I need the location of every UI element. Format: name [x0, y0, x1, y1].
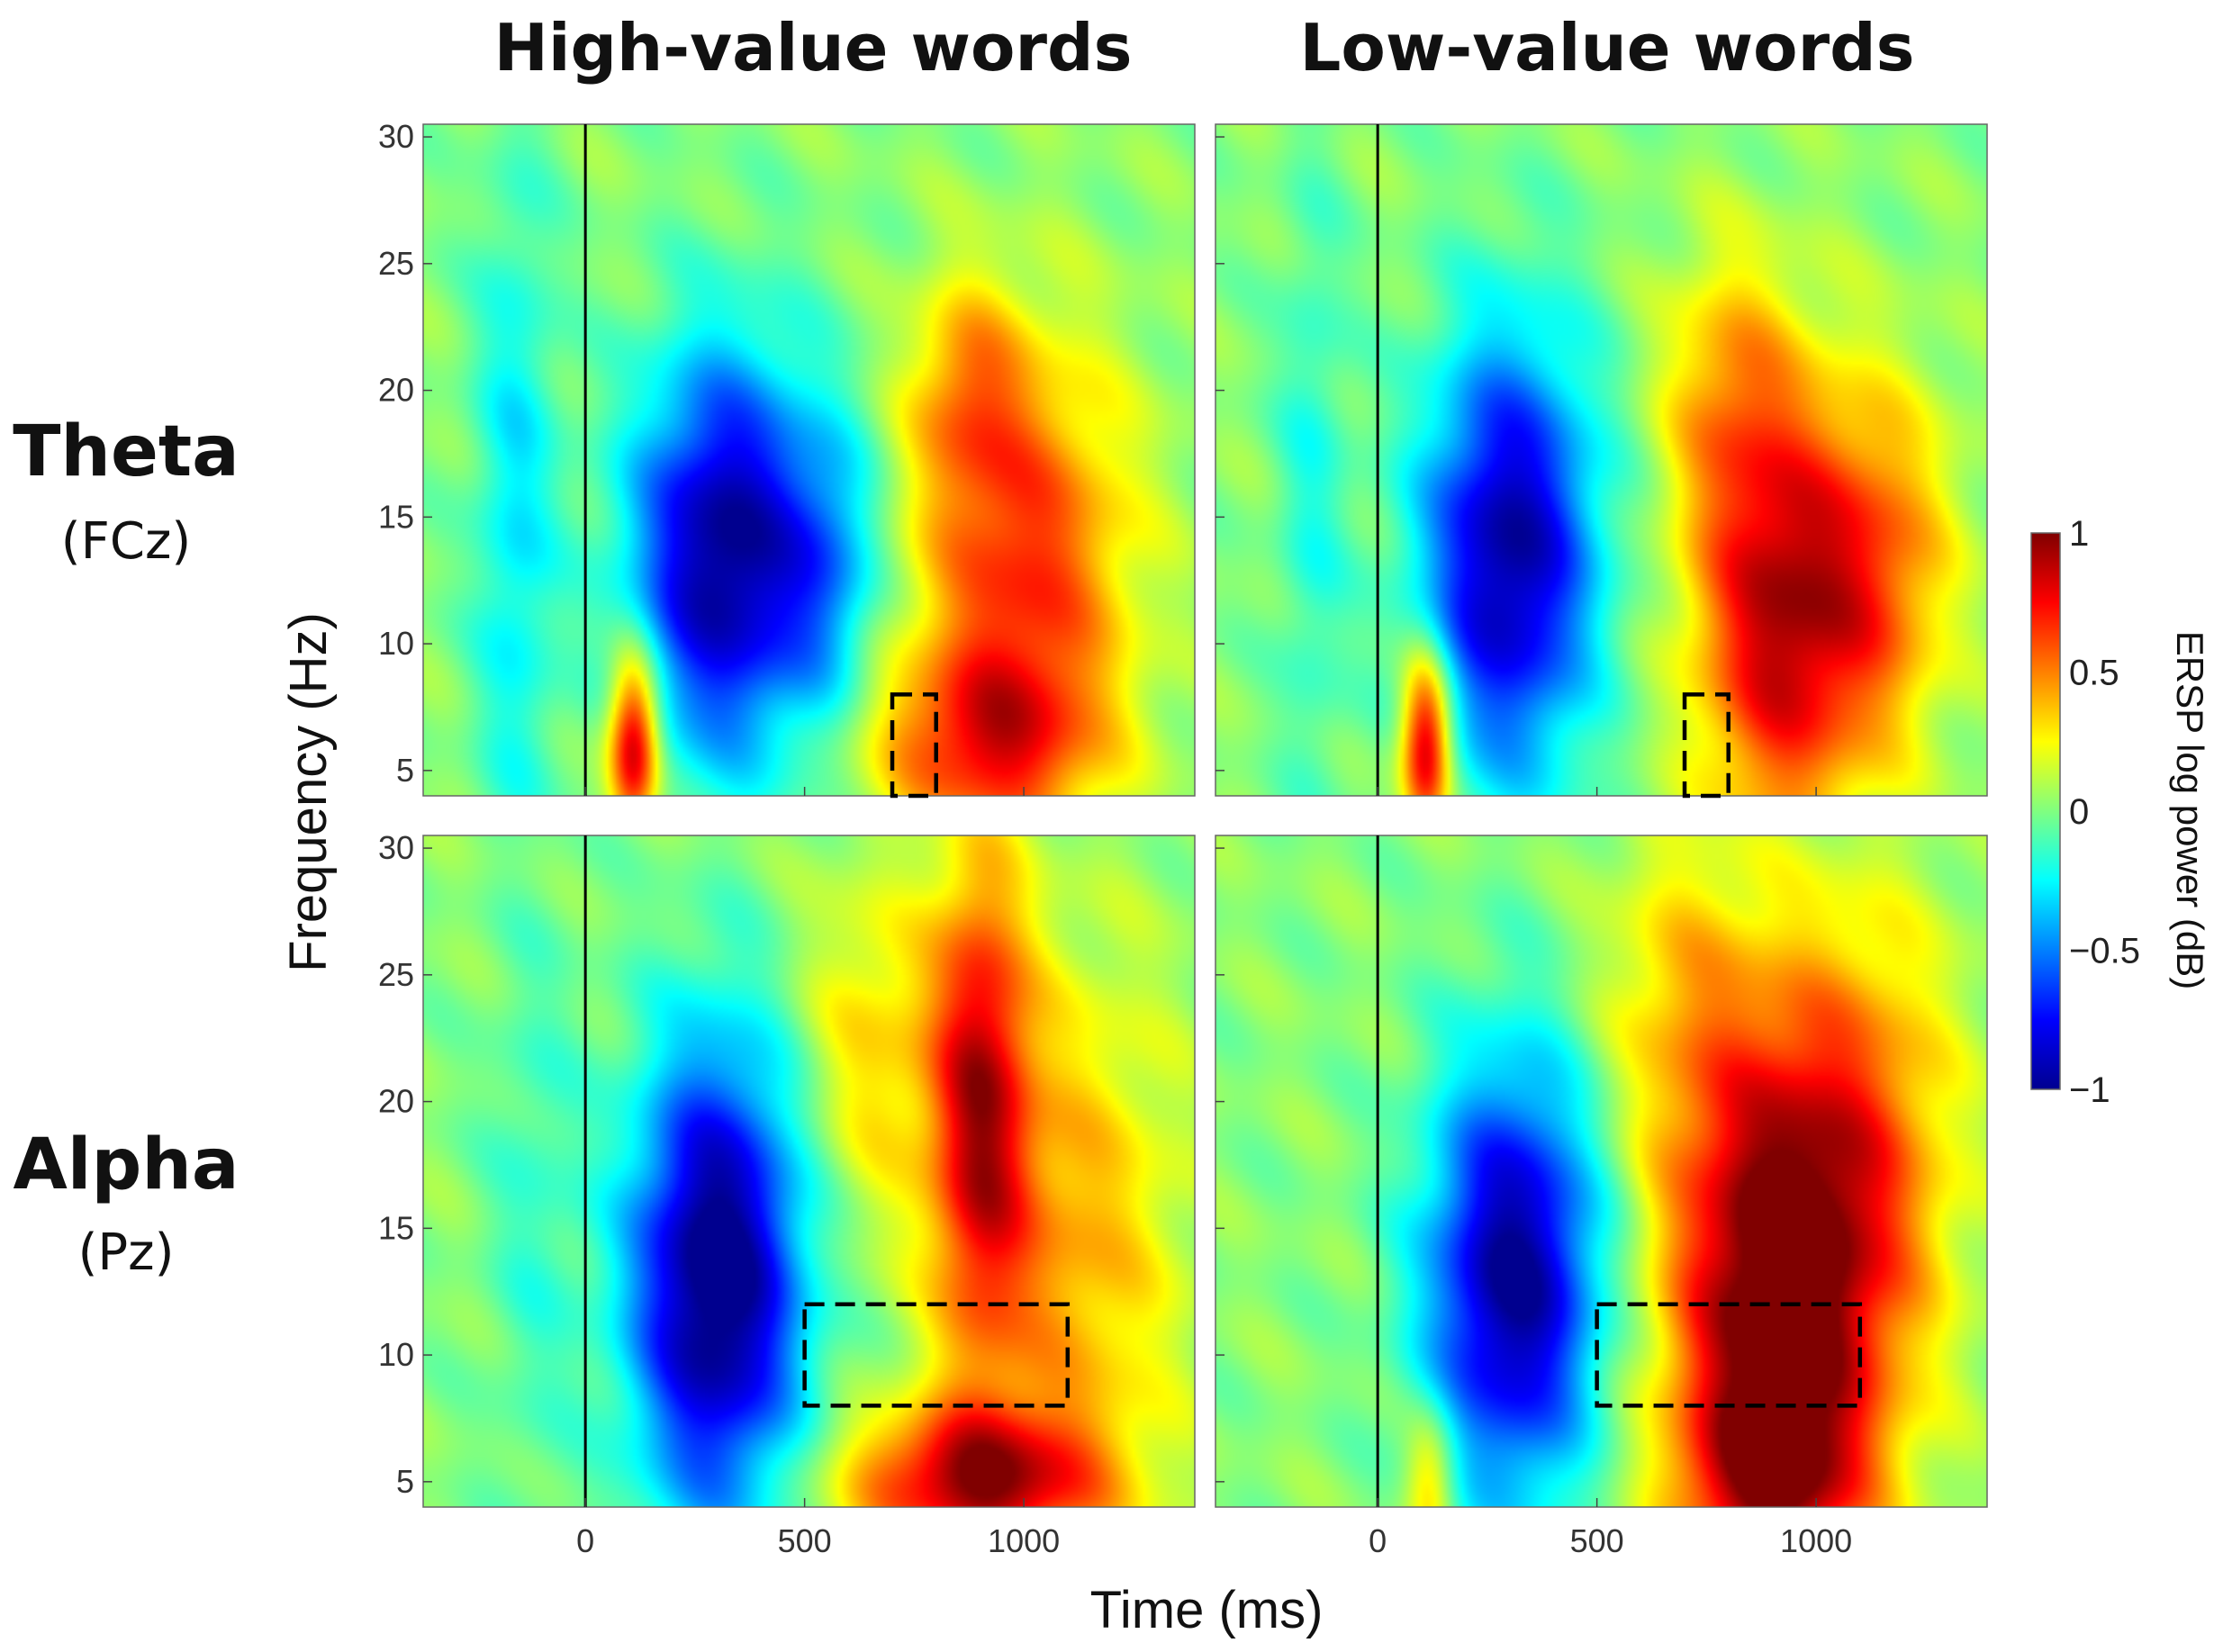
heatmap-image: [423, 124, 1195, 796]
x-tick-label: 1000: [1780, 1522, 1852, 1559]
x-tick-labels: 0 500 1000 0 500 1000: [576, 1522, 1852, 1559]
column-title-low-value: Low-value words: [1300, 10, 1915, 86]
y-tick-label: 25: [378, 956, 414, 993]
x-tick-label: 0: [1369, 1522, 1387, 1559]
colorbar-label: ERSP log power (dB): [2169, 631, 2211, 989]
y-tick-label: 15: [378, 1209, 414, 1246]
panel-alpha-low-value: [1215, 835, 1988, 1508]
y-tick-label: 10: [378, 1336, 414, 1373]
column-title-high-value: High-value words: [494, 10, 1133, 86]
y-tick-label: 30: [378, 829, 414, 866]
panel-frame: [422, 123, 1196, 797]
colorbar-tick-label: −0.5: [2069, 932, 2140, 971]
y-tick-label: 5: [396, 752, 414, 789]
colorbar: [2030, 532, 2061, 1090]
heatmap-panels: [422, 123, 1988, 1508]
x-tick-label: 0: [576, 1522, 594, 1559]
panel-frame: [1215, 835, 1988, 1508]
roi-box: [802, 1302, 1071, 1408]
panel-frame: [422, 835, 1196, 1508]
y-tick-label: 5: [396, 1463, 414, 1500]
panel-theta-high-value: [422, 123, 1196, 799]
y-tick-label: 15: [378, 498, 414, 535]
panel-frame: [1215, 123, 1988, 797]
y-tick-label: 30: [378, 118, 414, 155]
row-title-theta: Theta: [13, 411, 239, 492]
heatmap-image: [1215, 124, 1987, 796]
row-title-alpha: Alpha: [13, 1124, 239, 1205]
row-subtitle-pz: (Pz): [78, 1223, 175, 1282]
colorbar-tick-label: 1: [2069, 514, 2089, 554]
y-axis-label: Frequency (Hz): [279, 612, 338, 972]
y-tick-label: 20: [378, 1083, 414, 1120]
roi-box: [890, 692, 938, 799]
y-tick-label: 25: [378, 245, 414, 282]
colorbar-tick-label: 0.5: [2069, 654, 2119, 693]
colorbar-tick-label: 0: [2069, 792, 2089, 832]
colorbar-ticks: 1 0.5 0 −0.5 −1: [2069, 514, 2140, 1110]
panel-theta-low-value: [1215, 123, 1988, 799]
x-tick-label: 500: [778, 1522, 832, 1559]
x-tick-label: 1000: [988, 1522, 1060, 1559]
x-tick-label: 500: [1570, 1522, 1624, 1559]
row-subtitle-fcz: (FCz): [61, 512, 191, 571]
panel-alpha-high-value: [422, 835, 1196, 1508]
y-tick-labels: 5 10 15 20 25 30 5 10 15 20 25 30: [378, 118, 414, 1500]
roi-box: [1682, 692, 1731, 799]
x-axis-label: Time (ms): [1090, 1581, 1324, 1639]
roi-box: [1595, 1302, 1863, 1408]
colorbar-tick-label: −1: [2069, 1070, 2110, 1110]
y-tick-label: 10: [378, 625, 414, 662]
y-tick-label: 20: [378, 372, 414, 409]
